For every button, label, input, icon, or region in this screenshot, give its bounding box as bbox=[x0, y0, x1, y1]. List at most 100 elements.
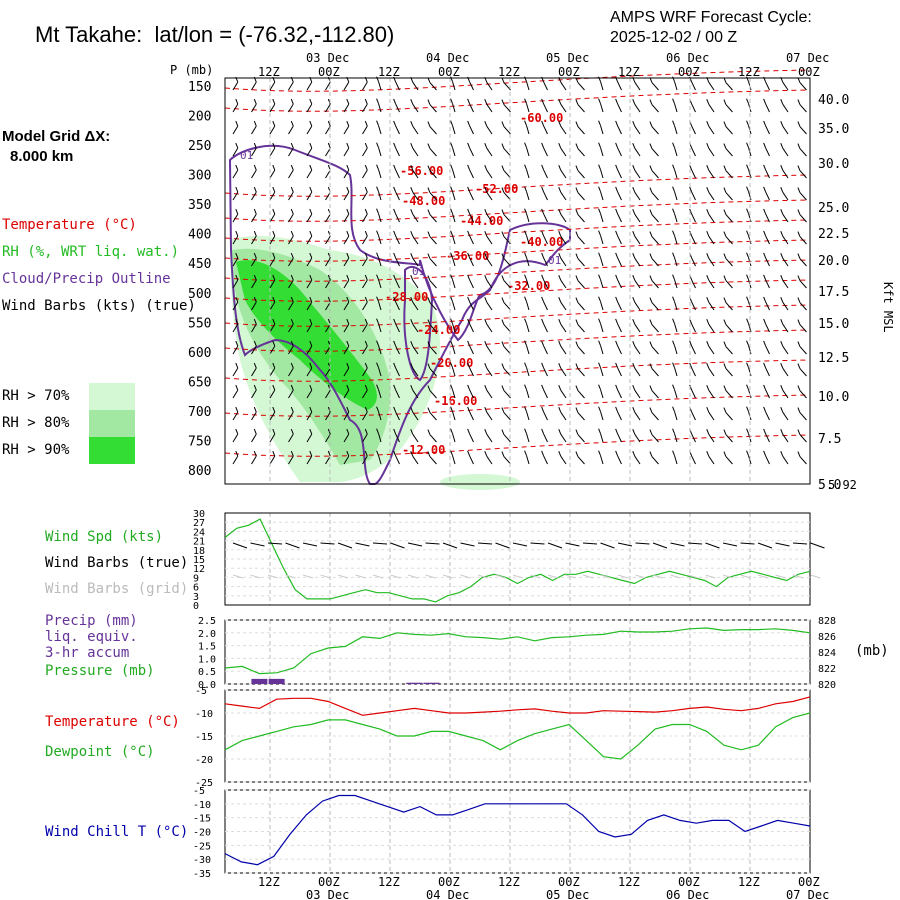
wind-barb-flag bbox=[763, 252, 767, 259]
wind-barb-flag bbox=[364, 164, 368, 171]
wind-barb bbox=[577, 280, 585, 289]
wind-barb-flag bbox=[376, 230, 380, 236]
wind-barb bbox=[674, 169, 678, 179]
wind-barb-flag bbox=[410, 451, 414, 457]
wind-barb-flag bbox=[309, 230, 313, 237]
wind-barb bbox=[429, 82, 437, 91]
windspd-tick-label: 6 bbox=[193, 583, 199, 594]
wind-barb bbox=[782, 323, 789, 333]
wind-barb-flag bbox=[272, 98, 276, 105]
surface-wind-barb bbox=[687, 542, 703, 545]
wind-barb-flag bbox=[632, 121, 636, 127]
grid-wind-barb bbox=[722, 574, 734, 579]
wind-barb-flag bbox=[393, 384, 397, 391]
wind-barb-flag bbox=[376, 450, 380, 456]
wind-barb-flag bbox=[524, 142, 528, 148]
wind-barb bbox=[560, 411, 567, 421]
wind-barb bbox=[799, 280, 807, 289]
wind-barb bbox=[232, 433, 239, 443]
wind-barb-flag bbox=[746, 296, 750, 302]
wind-barb-flag bbox=[797, 297, 801, 303]
isotherm-label: -52.00 bbox=[475, 182, 518, 196]
wind-barb-flag bbox=[253, 340, 257, 347]
wind-barb bbox=[799, 324, 807, 333]
wind-barb bbox=[600, 301, 604, 311]
wind-barb-flag bbox=[346, 98, 350, 105]
wind-barb bbox=[306, 125, 313, 135]
wind-barb-flag bbox=[615, 450, 619, 457]
precip-bar bbox=[423, 682, 440, 684]
windspd-tick-label: 15 bbox=[193, 555, 205, 566]
wind-barb-flag bbox=[309, 362, 313, 369]
label-precip: Precip (mm) bbox=[45, 613, 138, 629]
wind-barb bbox=[651, 456, 659, 465]
wind-barb bbox=[725, 214, 733, 223]
wind-barb-flag bbox=[309, 186, 313, 193]
wind-barb-flag bbox=[763, 274, 767, 281]
top-time-tick: 00Z bbox=[318, 65, 340, 79]
wind-barb bbox=[251, 235, 257, 245]
wind-barb bbox=[526, 301, 530, 311]
wind-barb bbox=[251, 301, 257, 311]
wind-barb bbox=[412, 235, 419, 245]
wind-barb-flag bbox=[376, 120, 380, 126]
rh90-region bbox=[236, 260, 377, 410]
wind-barb-flag bbox=[558, 275, 562, 281]
isotherm-line bbox=[224, 359, 811, 382]
wind-barb-flag bbox=[272, 230, 276, 237]
wind-barb bbox=[378, 125, 382, 135]
wind-barb bbox=[429, 456, 437, 465]
wind-barb-flag bbox=[598, 296, 602, 302]
wind-barb-flag bbox=[410, 143, 414, 149]
wind-barb bbox=[306, 279, 313, 289]
wind-barb bbox=[543, 455, 548, 465]
wind-barb bbox=[452, 103, 456, 113]
wind-barb-flag bbox=[309, 428, 313, 435]
wind-barb-flag bbox=[501, 407, 505, 413]
pressure-tick-label: 250 bbox=[188, 139, 211, 154]
grid-wind-barb bbox=[442, 574, 454, 579]
wind-barb bbox=[708, 235, 715, 245]
wind-barb-flag bbox=[763, 340, 767, 347]
wind-barb-flag bbox=[780, 187, 784, 193]
wind-barb-flag bbox=[780, 407, 784, 413]
wind-barb-flag bbox=[253, 296, 257, 303]
wind-barb-flag bbox=[706, 385, 710, 391]
wind-barb-flag bbox=[393, 450, 397, 457]
wind-barb-flag bbox=[706, 363, 710, 369]
pressure-tick-label: 750 bbox=[188, 434, 211, 449]
wind-barb-flag bbox=[235, 362, 239, 369]
wind-barb bbox=[634, 81, 641, 91]
wind-barb bbox=[362, 411, 368, 421]
wind-barb bbox=[577, 346, 585, 355]
wind-barb bbox=[617, 323, 622, 333]
wind-barb-flag bbox=[689, 340, 693, 347]
wind-barb-flag bbox=[558, 297, 562, 303]
wind-barb bbox=[251, 279, 257, 289]
wind-barb-flag bbox=[450, 340, 454, 346]
wind-barb-flag bbox=[484, 297, 488, 303]
wind-barb bbox=[651, 82, 659, 91]
wind-barb-flag bbox=[763, 384, 767, 391]
wind-barb bbox=[782, 125, 789, 135]
wind-barb bbox=[251, 433, 257, 443]
wind-barb-flag bbox=[558, 407, 562, 413]
wind-barb bbox=[452, 81, 456, 91]
wind-barb bbox=[469, 147, 474, 157]
precip-tick-label: 1.0 bbox=[198, 654, 216, 665]
label-precip-3: 3-hr accum bbox=[45, 645, 130, 661]
kft-tick-label: 7.5 bbox=[818, 432, 841, 447]
grid-wind-barb bbox=[250, 574, 261, 579]
wind-barb-flag bbox=[598, 252, 602, 258]
wind-barb-flag bbox=[649, 407, 653, 413]
wind-barb-flag bbox=[290, 274, 294, 281]
wind-barb-flag bbox=[723, 407, 727, 413]
wind-barb-flag bbox=[558, 363, 562, 369]
wind-barb-flag bbox=[376, 428, 380, 434]
wind-barb-flag bbox=[524, 208, 528, 214]
wind-barb-flag bbox=[575, 319, 579, 325]
wind-barb bbox=[469, 411, 474, 421]
wind-barb bbox=[651, 412, 659, 421]
wind-barb bbox=[617, 367, 622, 377]
wind-barb bbox=[395, 455, 400, 465]
